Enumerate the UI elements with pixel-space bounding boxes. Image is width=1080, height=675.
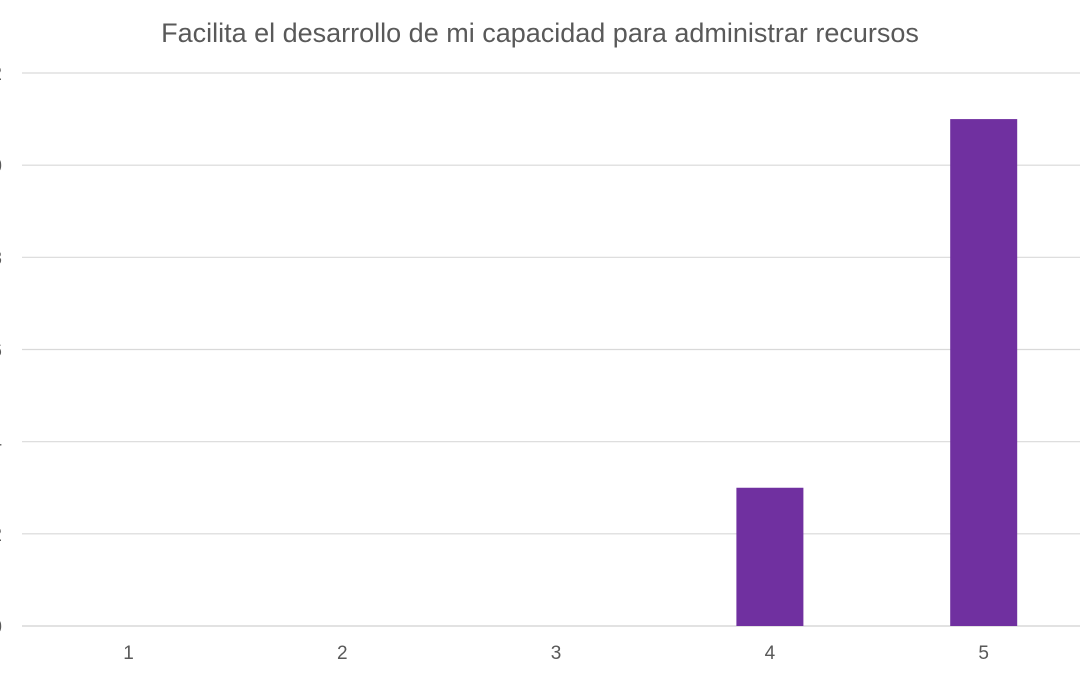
- x-tick-label: 4: [765, 643, 776, 664]
- x-tick-label: 3: [551, 643, 562, 664]
- chart-title: Facilita el desarrollo de mi capacidad p…: [161, 18, 919, 48]
- y-tick-label: 0: [0, 617, 2, 638]
- y-tick-label: 4: [0, 433, 2, 454]
- bar-5: [950, 119, 1018, 626]
- x-tick-label: 5: [978, 643, 989, 664]
- y-tick-label: 10: [0, 156, 2, 177]
- x-axis-tick-labels: 1 2 3 4 5: [123, 643, 989, 664]
- bars: [736, 119, 1018, 626]
- y-tick-label: 8: [0, 248, 2, 269]
- y-tick-label: 6: [0, 341, 2, 362]
- x-tick-label: 2: [337, 643, 348, 664]
- x-tick-label: 1: [123, 643, 134, 664]
- y-tick-label: 12: [0, 64, 2, 85]
- y-axis-tick-labels: 0 2 4 6 8 10 12: [0, 64, 2, 638]
- bar-4: [736, 487, 804, 626]
- y-tick-label: 2: [0, 525, 2, 546]
- gridlines: [22, 72, 1080, 627]
